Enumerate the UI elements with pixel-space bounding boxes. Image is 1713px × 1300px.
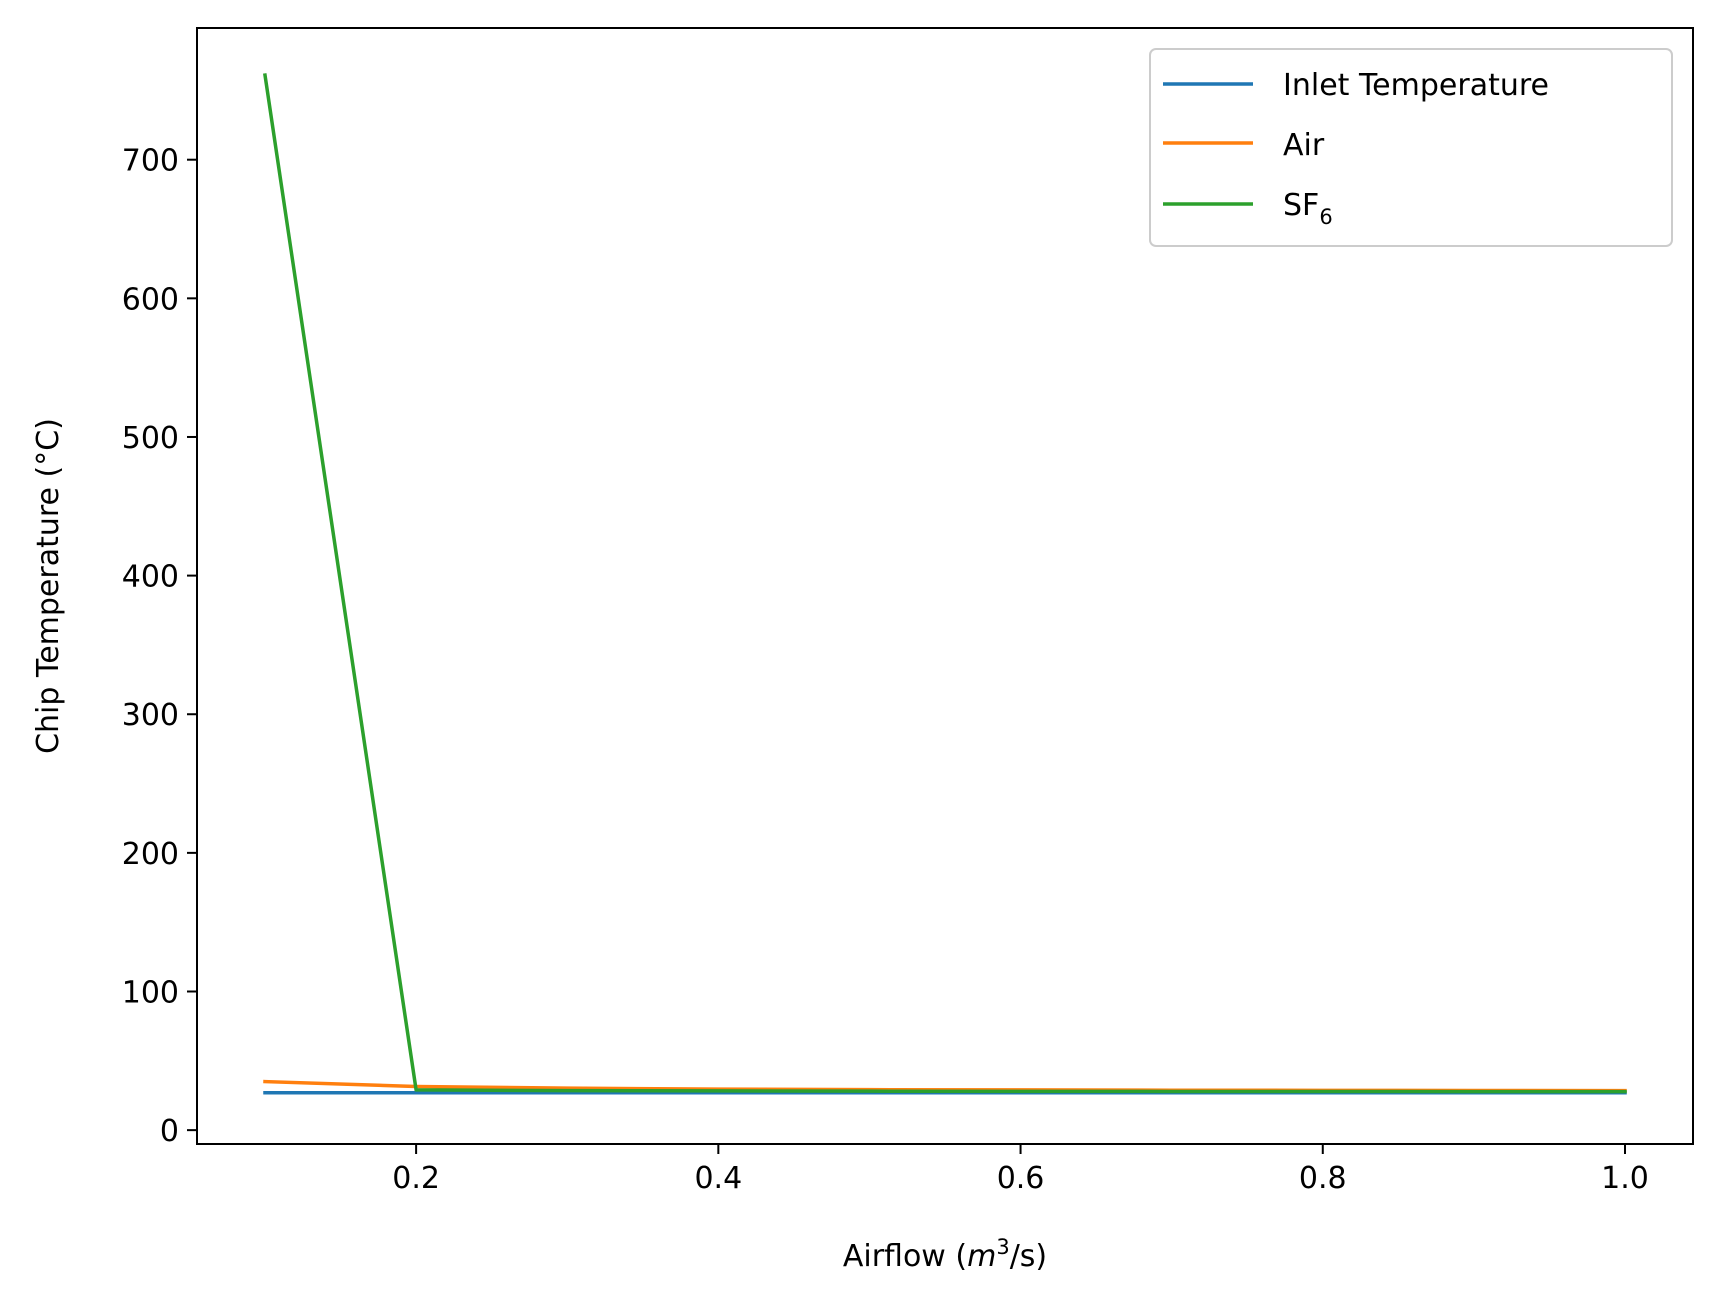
legend-label-sf6: SF6 xyxy=(1283,188,1333,229)
y-tick-label: 400 xyxy=(122,560,179,595)
x-tick-label: 0.2 xyxy=(392,1161,440,1196)
y-tick-label: 0 xyxy=(160,1114,179,1149)
legend-box xyxy=(1149,48,1673,247)
y-axis-label: Chip Temperature (°C) xyxy=(31,418,66,754)
x-tick-label: 0.6 xyxy=(997,1161,1045,1196)
legend: Inlet Temperature Air SF6 xyxy=(1149,48,1673,247)
y-tick-label: 100 xyxy=(122,976,179,1011)
x-tick-label: 1.0 xyxy=(1601,1161,1649,1196)
y-tick-label: 600 xyxy=(122,282,179,317)
x-axis-label-sup: 3 xyxy=(996,1235,1009,1259)
y-tick-label: 500 xyxy=(122,421,179,456)
legend-label-air: Air xyxy=(1283,128,1325,163)
y-tick-label: 700 xyxy=(122,144,179,179)
x-tick-label: 0.8 xyxy=(1299,1161,1347,1196)
plot-frame xyxy=(196,27,1694,1145)
legend-label-inlet-temperature: Inlet Temperature xyxy=(1283,68,1549,103)
x-axis-label: Airflow (m3/s) xyxy=(843,1235,1047,1274)
x-axis-label-var: m xyxy=(967,1239,996,1274)
y-tick-label: 300 xyxy=(122,698,179,733)
x-axis: 0.2 0.4 0.6 0.8 1.0 xyxy=(392,1144,1649,1196)
y-axis: 0 100 200 300 400 500 600 700 xyxy=(122,144,197,1149)
y-tick-label: 200 xyxy=(122,837,179,872)
x-tick-label: 0.4 xyxy=(694,1161,742,1196)
series-layer xyxy=(263,73,1627,1095)
x-axis-label-tail: /s) xyxy=(1010,1239,1047,1274)
legend-label-sf6-sub: 6 xyxy=(1319,205,1332,229)
series-line-sf6 xyxy=(263,73,1627,1094)
x-axis-label-main: Airflow ( xyxy=(843,1239,967,1274)
legend-label-sf6-main: SF xyxy=(1283,188,1319,223)
